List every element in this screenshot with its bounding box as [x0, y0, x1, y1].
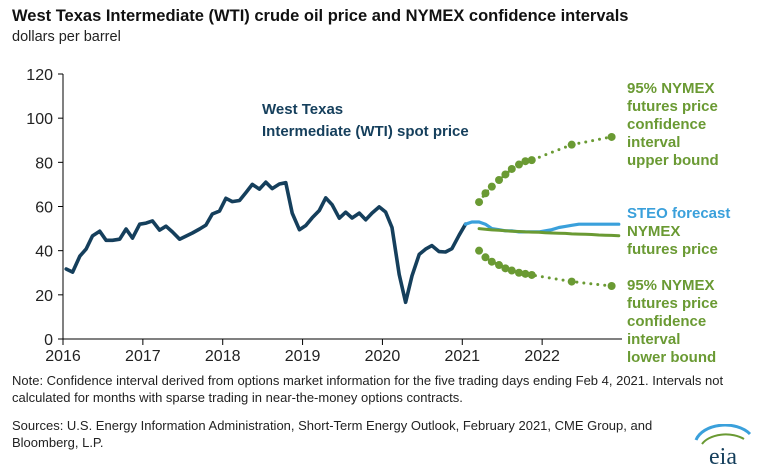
series-point-3	[475, 198, 484, 207]
series-point-4	[607, 282, 616, 290]
logo-arc	[694, 424, 752, 441]
series-point-4	[514, 268, 523, 277]
series-line-2	[477, 227, 621, 238]
upper-bound-label-line4: interval	[627, 134, 680, 151]
eia-logo: eia	[694, 424, 752, 468]
lower-bound-label-line4: interval	[627, 331, 680, 348]
lower-bound-label-line3: confidence	[627, 313, 706, 330]
logo-arc-inner	[701, 433, 745, 445]
upper-bound-label-line1: 95% NYMEX	[627, 80, 715, 97]
chart-title: West Texas Intermediate (WTI) crude oil …	[12, 7, 629, 25]
series-point-4	[507, 266, 516, 275]
series-point-4	[521, 269, 530, 278]
series-point-3	[487, 182, 496, 191]
y-tick-label: 0	[44, 332, 53, 349]
series-point-3	[514, 160, 523, 169]
series-point-3	[507, 164, 516, 173]
upper-bound-label-line5: upper bound	[627, 152, 719, 169]
series-point-4	[527, 270, 536, 279]
series-point-4	[475, 246, 484, 255]
series-point-4	[501, 264, 510, 273]
series-point-3	[607, 132, 616, 141]
series-point-3	[567, 140, 576, 149]
axes: 0 20 40 60 80 100 120 2016 2017 2018 2019 2020 2021 2…	[26, 67, 622, 365]
x-tick-label: 2016	[45, 348, 81, 365]
series-line-3	[477, 135, 614, 204]
y-tick-label: 40	[35, 244, 53, 261]
y-tick-label: 80	[35, 155, 53, 172]
upper-bound-label-line2: futures price	[627, 98, 718, 115]
series-point-3	[501, 170, 510, 179]
y-tick-label: 20	[35, 288, 53, 305]
series-point-3	[495, 176, 504, 184]
lower-bound-label-line2: futures price	[627, 295, 718, 312]
y-tick-label: 100	[26, 111, 53, 128]
chart-subtitle: dollars per barrel	[12, 29, 121, 45]
sources-text: Sources: U.S. Energy Information Adminis…	[12, 418, 653, 450]
series-line-0	[64, 180, 468, 305]
x-tick-label: 2022	[524, 348, 560, 365]
x-tick-label: 2019	[285, 348, 321, 365]
wti-label-line1: West Texas	[262, 101, 343, 118]
lower-bound-label-line1: 95% NYMEX	[627, 277, 715, 294]
steo-label: STEO forecast	[627, 205, 730, 222]
logo-text: eia	[709, 444, 737, 468]
upper-bound-label-line3: confidence	[627, 116, 706, 133]
series-point-3	[521, 157, 530, 166]
series-point-4	[487, 257, 496, 266]
x-tick-label: 2021	[444, 348, 480, 365]
y-tick-label: 120	[26, 67, 53, 84]
x-tick-label: 2020	[365, 348, 401, 365]
futures-label-line1: NYMEX	[627, 223, 680, 240]
series-layer	[64, 132, 621, 305]
series-point-4	[481, 253, 490, 262]
series-point-3	[527, 156, 536, 165]
wti-label-line2: Intermediate (WTI) spot price	[262, 123, 469, 140]
x-tick-label: 2018	[205, 348, 241, 365]
futures-label-line2: futures price	[627, 241, 718, 258]
lower-bound-label-line5: lower bound	[627, 349, 716, 366]
x-tick-label: 2017	[125, 348, 161, 365]
annotations: West Texas Intermediate (WTI) spot price…	[262, 80, 730, 366]
footnote: Note: Confidence interval derived from o…	[12, 373, 724, 405]
y-tick-label: 60	[35, 200, 53, 217]
series-point-4	[567, 277, 576, 286]
series-point-4	[495, 261, 504, 270]
series-point-3	[481, 189, 490, 198]
